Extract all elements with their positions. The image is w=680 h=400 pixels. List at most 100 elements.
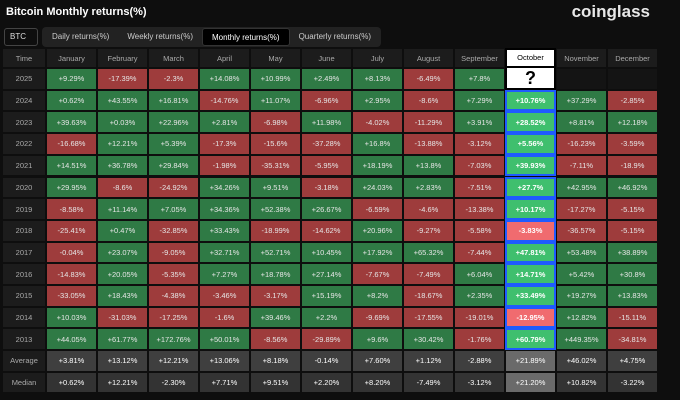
- return-cell: +46.92%: [607, 176, 658, 199]
- return-cell: +1.12%: [403, 350, 454, 372]
- return-cell: -6.96%: [301, 89, 352, 112]
- return-cell: -6.59%: [352, 198, 403, 220]
- row-label: 2019: [2, 198, 46, 220]
- return-cell: -12.95%: [505, 306, 556, 329]
- return-cell: +39.46%: [250, 306, 301, 329]
- row-label: 2025: [2, 68, 46, 90]
- return-cell: -34.81%: [607, 328, 658, 351]
- return-cell: +7.27%: [199, 263, 250, 285]
- return-cell: +47.81%: [505, 241, 556, 264]
- tab[interactable]: Quarterly returns(%): [298, 32, 372, 41]
- tab[interactable]: Monthly returns(%): [202, 28, 290, 46]
- return-cell: +30.8%: [607, 263, 658, 285]
- brand: coinglass: [571, 2, 650, 21]
- return-cell: -4.38%: [148, 285, 199, 307]
- return-cell: -1.76%: [454, 328, 505, 351]
- return-cell: +10.45%: [301, 241, 352, 264]
- return-cell: -36.57%: [556, 219, 607, 242]
- return-cell: -8.6%: [97, 176, 148, 199]
- return-cell: +52.71%: [250, 241, 301, 264]
- asset-selector[interactable]: BTC: [4, 28, 38, 46]
- return-cell: +33.43%: [199, 219, 250, 242]
- return-cell: +36.78%: [97, 154, 148, 177]
- return-cell: +18.19%: [352, 154, 403, 177]
- return-cell: -7.67%: [352, 263, 403, 285]
- return-cell: +60.79%: [505, 328, 556, 351]
- return-cell: +9.51%: [250, 176, 301, 199]
- return-cell: +12.82%: [556, 306, 607, 329]
- column-header: November: [556, 48, 607, 68]
- return-cell: +3.81%: [46, 350, 97, 372]
- return-cell: +0.62%: [46, 371, 97, 394]
- return-cell: +13.12%: [97, 350, 148, 372]
- return-cell: +65.32%: [403, 241, 454, 264]
- return-cell: -8.58%: [46, 198, 97, 220]
- return-cell: +42.95%: [556, 176, 607, 199]
- return-cell: +13.06%: [199, 350, 250, 372]
- return-cell: -7.51%: [454, 176, 505, 199]
- return-cell: -3.46%: [199, 285, 250, 307]
- return-cell: +2.2%: [301, 306, 352, 329]
- return-cell: +8.81%: [556, 111, 607, 134]
- return-cell: +15.19%: [301, 285, 352, 307]
- return-cell: +12.21%: [97, 133, 148, 155]
- return-cell: -14.76%: [199, 89, 250, 112]
- return-cell: -5.15%: [607, 219, 658, 242]
- return-cell: -6.49%: [403, 68, 454, 90]
- return-cell: -16.68%: [46, 133, 97, 155]
- return-cell: -3.17%: [250, 285, 301, 307]
- return-cell: +4.75%: [607, 350, 658, 372]
- return-cell: -31.03%: [97, 306, 148, 329]
- tab[interactable]: Daily returns(%): [52, 32, 110, 41]
- return-cell: +53.48%: [556, 241, 607, 264]
- return-cell: -17.55%: [403, 306, 454, 329]
- column-header: April: [199, 48, 250, 68]
- return-cell: -0.04%: [46, 241, 97, 264]
- column-header: August: [403, 48, 454, 68]
- return-cell: +2.81%: [199, 111, 250, 134]
- return-cell: -3.59%: [607, 133, 658, 155]
- return-cell: -6.98%: [250, 111, 301, 134]
- return-cell: -0.14%: [301, 350, 352, 372]
- return-cell: +21.20%: [505, 371, 556, 394]
- return-cell: -33.05%: [46, 285, 97, 307]
- return-cell: -17.27%: [556, 198, 607, 220]
- return-cell: -5.95%: [301, 154, 352, 177]
- return-cell: -8.56%: [250, 328, 301, 351]
- return-cell: +5.42%: [556, 263, 607, 285]
- return-cell: +6.04%: [454, 263, 505, 285]
- column-header: February: [97, 48, 148, 68]
- return-cell: +12.18%: [607, 111, 658, 134]
- return-cell: +16.81%: [148, 89, 199, 112]
- return-cell: +44.05%: [46, 328, 97, 351]
- return-cell: +16.8%: [352, 133, 403, 155]
- return-cell: +37.29%: [556, 89, 607, 112]
- return-cell: +5.39%: [148, 133, 199, 155]
- return-cell: +10.99%: [250, 68, 301, 90]
- return-cell: -3.83%: [505, 219, 556, 242]
- return-cell: -18.99%: [250, 219, 301, 242]
- return-cell: -4.6%: [403, 198, 454, 220]
- return-cell: +2.95%: [352, 89, 403, 112]
- return-cell: [556, 68, 607, 90]
- return-cell: +27.7%: [505, 176, 556, 199]
- return-cell: -2.88%: [454, 350, 505, 372]
- row-label: 2023: [2, 111, 46, 134]
- return-cell: -13.88%: [403, 133, 454, 155]
- return-cell: +50.01%: [199, 328, 250, 351]
- return-cell: [607, 68, 658, 90]
- return-cell: +5.56%: [505, 133, 556, 155]
- return-cell: -17.39%: [97, 68, 148, 90]
- column-header: September: [454, 48, 505, 68]
- tab[interactable]: Weekly returns(%): [127, 32, 193, 41]
- row-label: 2018: [2, 219, 46, 242]
- return-cell: -14.83%: [46, 263, 97, 285]
- column-header: June: [301, 48, 352, 68]
- return-cell: +14.71%: [505, 263, 556, 285]
- return-cell: +34.36%: [199, 198, 250, 220]
- return-cell: +38.89%: [607, 241, 658, 264]
- return-cell: +20.05%: [97, 263, 148, 285]
- return-cell: -2.30%: [148, 371, 199, 394]
- return-cell: -15.6%: [250, 133, 301, 155]
